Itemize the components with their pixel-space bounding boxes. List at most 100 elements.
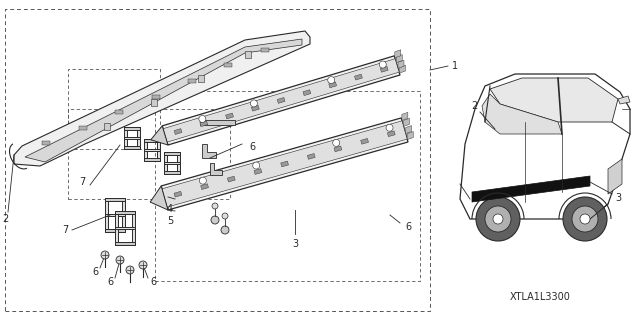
Polygon shape <box>380 66 388 72</box>
Polygon shape <box>124 127 127 149</box>
Text: 4: 4 <box>167 204 173 214</box>
Polygon shape <box>162 121 407 207</box>
Polygon shape <box>174 191 182 197</box>
Polygon shape <box>201 184 209 189</box>
Polygon shape <box>227 176 235 182</box>
Text: 3: 3 <box>615 193 621 203</box>
Polygon shape <box>210 163 222 175</box>
Text: 6: 6 <box>92 267 98 277</box>
Polygon shape <box>395 50 401 58</box>
Polygon shape <box>132 211 135 245</box>
Polygon shape <box>144 139 147 161</box>
Polygon shape <box>105 198 108 232</box>
Circle shape <box>211 216 219 224</box>
Polygon shape <box>224 63 232 67</box>
Text: 1: 1 <box>452 61 458 71</box>
Text: XTLA1L3300: XTLA1L3300 <box>509 292 570 302</box>
Polygon shape <box>281 161 289 167</box>
Polygon shape <box>460 74 630 219</box>
Polygon shape <box>115 211 118 245</box>
Circle shape <box>328 77 335 84</box>
Circle shape <box>386 124 393 131</box>
Circle shape <box>101 251 109 259</box>
Text: 5: 5 <box>167 216 173 226</box>
Circle shape <box>222 213 228 219</box>
Polygon shape <box>162 56 400 145</box>
Polygon shape <box>177 152 180 174</box>
Circle shape <box>380 61 387 68</box>
Polygon shape <box>482 94 562 134</box>
Polygon shape <box>105 198 125 201</box>
Polygon shape <box>355 74 362 80</box>
Circle shape <box>563 197 607 241</box>
Polygon shape <box>164 152 180 155</box>
Polygon shape <box>329 82 337 88</box>
Text: 2: 2 <box>2 214 8 224</box>
Polygon shape <box>406 126 412 134</box>
Polygon shape <box>245 51 251 58</box>
Polygon shape <box>79 126 87 130</box>
Text: 6: 6 <box>249 142 255 152</box>
Polygon shape <box>122 198 125 232</box>
Polygon shape <box>202 144 216 158</box>
Polygon shape <box>490 78 618 122</box>
Circle shape <box>333 139 340 146</box>
Polygon shape <box>115 242 135 245</box>
Text: 7: 7 <box>62 225 68 235</box>
Polygon shape <box>157 139 160 161</box>
Polygon shape <box>151 99 157 106</box>
Circle shape <box>250 100 257 107</box>
Circle shape <box>221 226 229 234</box>
Polygon shape <box>404 118 410 126</box>
Polygon shape <box>124 127 140 130</box>
Polygon shape <box>164 152 167 174</box>
Polygon shape <box>407 132 413 140</box>
Circle shape <box>493 214 503 224</box>
Polygon shape <box>200 121 208 127</box>
Circle shape <box>200 177 206 184</box>
Polygon shape <box>144 139 160 142</box>
Polygon shape <box>150 186 168 210</box>
Polygon shape <box>124 146 140 149</box>
Polygon shape <box>25 39 302 162</box>
Circle shape <box>199 115 206 122</box>
Polygon shape <box>277 98 285 103</box>
Polygon shape <box>151 126 168 145</box>
Polygon shape <box>200 120 235 125</box>
Polygon shape <box>396 55 403 63</box>
Polygon shape <box>42 141 51 145</box>
Circle shape <box>485 206 511 232</box>
Polygon shape <box>144 149 160 151</box>
Polygon shape <box>152 94 159 99</box>
Polygon shape <box>164 162 180 164</box>
Text: 6: 6 <box>107 277 113 287</box>
Polygon shape <box>398 60 404 68</box>
Polygon shape <box>252 105 259 111</box>
Polygon shape <box>105 229 125 232</box>
Polygon shape <box>174 129 182 135</box>
Text: 3: 3 <box>292 239 298 249</box>
Polygon shape <box>115 227 135 229</box>
Text: 6: 6 <box>405 222 411 232</box>
Polygon shape <box>104 123 110 130</box>
Circle shape <box>212 203 218 209</box>
Polygon shape <box>303 90 311 96</box>
Circle shape <box>116 256 124 264</box>
Polygon shape <box>124 137 140 139</box>
Text: 6: 6 <box>150 277 156 287</box>
Circle shape <box>139 261 147 269</box>
Polygon shape <box>14 31 310 166</box>
Polygon shape <box>608 159 622 194</box>
Polygon shape <box>334 146 342 152</box>
Polygon shape <box>254 169 262 174</box>
Polygon shape <box>307 153 315 159</box>
Polygon shape <box>226 113 234 119</box>
Polygon shape <box>115 110 123 114</box>
Polygon shape <box>105 214 125 216</box>
Polygon shape <box>472 176 590 202</box>
Polygon shape <box>137 127 140 149</box>
Circle shape <box>253 162 260 169</box>
Polygon shape <box>164 171 180 174</box>
Polygon shape <box>198 75 204 82</box>
Text: 7: 7 <box>79 177 85 187</box>
